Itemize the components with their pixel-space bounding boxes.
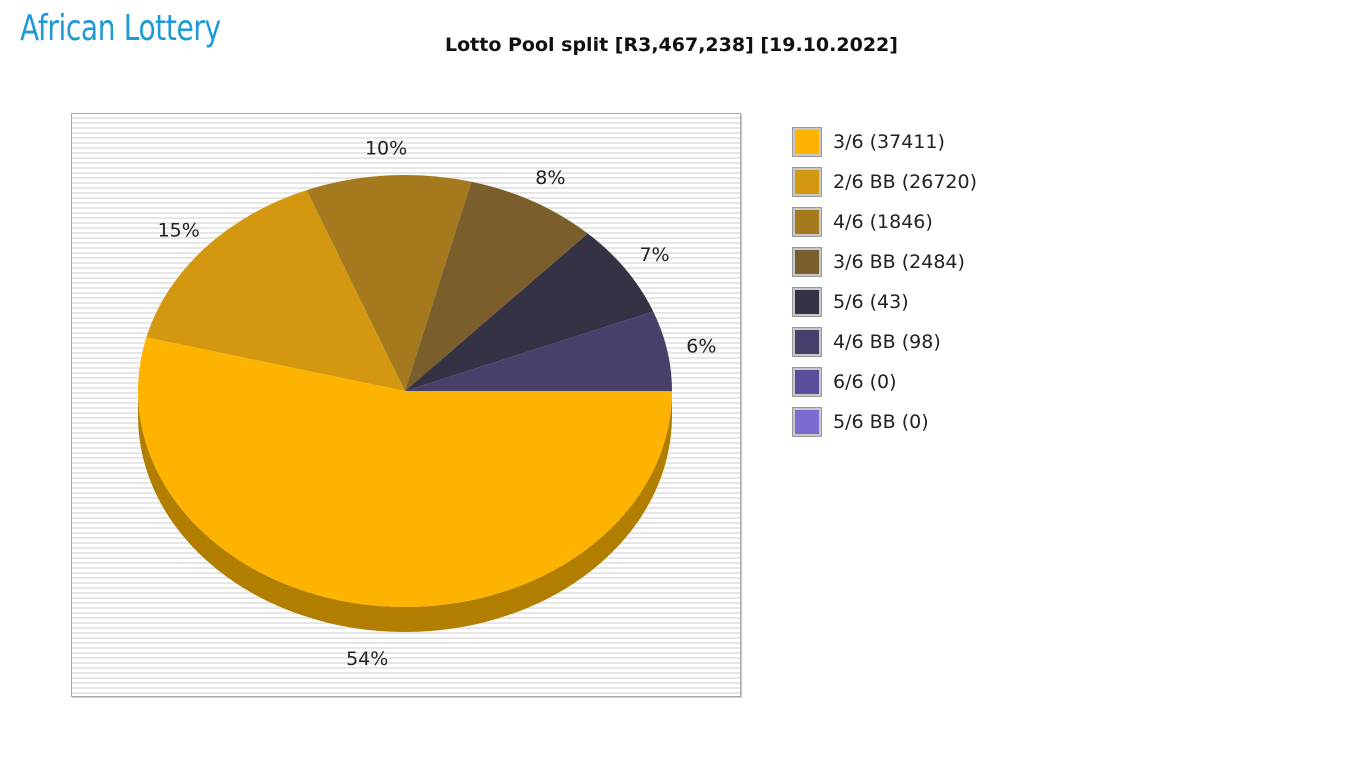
legend-label: 2/6 BB (26720) (833, 171, 977, 193)
pie-slice-label: 15% (158, 220, 200, 242)
pie-slice-label: 6% (686, 335, 716, 357)
legend-label: 6/6 (0) (833, 371, 897, 393)
pie-slice[interactable] (146, 190, 405, 391)
chart-title: Lotto Pool split [R3,467,238] [19.10.202… (445, 34, 898, 56)
legend-item: 5/6 BB (0) (792, 402, 977, 442)
legend-label: 5/6 (43) (833, 291, 909, 313)
african-lottery-logo[interactable]: African Lottery (20, 8, 221, 49)
legend-item: 5/6 (43) (792, 282, 977, 322)
legend-swatch (792, 287, 822, 317)
pie-slice[interactable] (138, 337, 673, 607)
legend-item: 3/6 (37411) (792, 122, 977, 162)
legend-label: 5/6 BB (0) (833, 411, 929, 433)
legend-label: 4/6 BB (98) (833, 331, 941, 353)
pie-slice[interactable] (405, 311, 672, 391)
pie-slice[interactable] (306, 175, 472, 391)
legend-item: 6/6 (0) (792, 362, 977, 402)
pie-slice-label: 7% (639, 244, 669, 266)
pie-slice-label: 10% (365, 137, 407, 159)
legend-label: 4/6 (1846) (833, 211, 933, 233)
legend-swatch (792, 127, 822, 157)
legend-swatch (792, 167, 822, 197)
legend-swatch (792, 407, 822, 437)
legend-item: 2/6 BB (26720) (792, 162, 977, 202)
pie-slice[interactable] (405, 181, 588, 391)
legend-item: 4/6 (1846) (792, 202, 977, 242)
legend-item: 3/6 BB (2484) (792, 242, 977, 282)
pie-slice-label: 8% (535, 167, 565, 189)
legend-swatch (792, 247, 822, 277)
pie-slice-label: 54% (346, 648, 388, 670)
legend-swatch (792, 327, 822, 357)
legend-swatch (792, 207, 822, 237)
legend-label: 3/6 BB (2484) (833, 251, 965, 273)
legend-label: 3/6 (37411) (833, 131, 945, 153)
legend: 3/6 (37411) 2/6 BB (26720) 4/6 (1846) 3/6 B… (792, 122, 977, 442)
legend-swatch (792, 367, 822, 397)
pie-slice[interactable] (405, 233, 654, 391)
legend-item: 4/6 BB (98) (792, 322, 977, 362)
